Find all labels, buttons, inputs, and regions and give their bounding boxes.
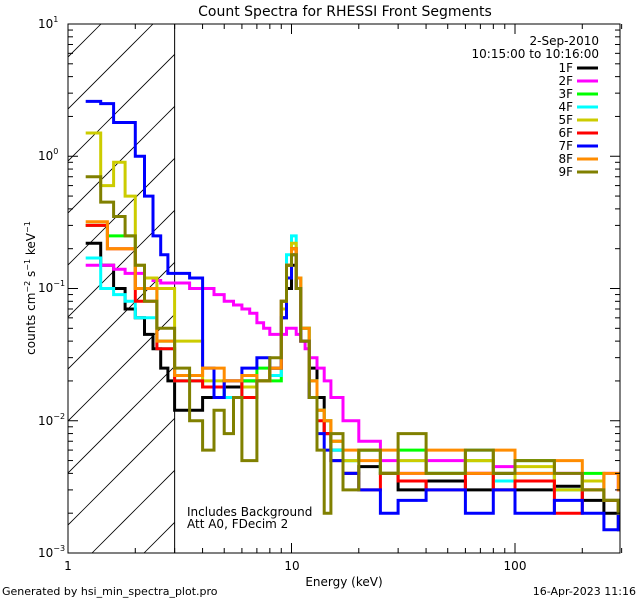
footer-generated-by: Generated by hsi_min_spectra_plot.pro: [2, 585, 218, 598]
legend-label-8F: 8F: [558, 152, 573, 166]
legend-label-3F: 3F: [558, 87, 573, 101]
y-tick-label-1e-2: 10−2: [38, 412, 65, 428]
y-tick-label-1e0: 100: [38, 147, 58, 163]
legend-label-6F: 6F: [558, 126, 573, 140]
legend-label-4F: 4F: [558, 100, 573, 114]
x-tick-label-10: 10: [284, 559, 299, 573]
hatch-line-10: [68, 365, 175, 474]
hatch-line-11: [68, 417, 175, 526]
time-range-label: 10:15:00 to 10:16:00: [472, 47, 599, 61]
x-tick-label-100: 100: [504, 559, 527, 573]
hatch-line-5: [68, 105, 175, 214]
y-tick-label-1e1: 101: [38, 15, 58, 31]
y-tick-label-1e-3: 10−3: [38, 544, 65, 560]
legend-label-2F: 2F: [558, 74, 573, 88]
legend-label-5F: 5F: [558, 113, 573, 127]
annotation-background: Includes Background: [187, 505, 312, 519]
x-tick-label-1: 1: [64, 559, 72, 573]
legend-label-9F: 9F: [558, 165, 573, 179]
series-line-5F: [85, 131, 620, 515]
chart-title: Count Spectra for RHESSI Front Segments: [198, 4, 492, 20]
legend-label-1F: 1F: [558, 61, 573, 75]
hatch-line-7: [68, 209, 175, 318]
y-tick-label-1e-1: 10−1: [38, 279, 65, 295]
legend-label-7F: 7F: [558, 139, 573, 153]
annotation-attenuator: Att A0, FDecim 2: [187, 517, 288, 531]
x-axis-label: Energy (keV): [305, 575, 382, 589]
series-group: [85, 99, 620, 532]
footer-timestamp: 16-Apr-2023 11:16: [532, 585, 636, 598]
y-axis-label: counts cm−2 s−1 keV−1: [23, 221, 38, 355]
axis-ticks: [67, 23, 623, 554]
date-label: 2-Sep-2010: [530, 34, 599, 48]
series-line-9F: [85, 175, 620, 515]
series-line-8F: [85, 220, 620, 492]
series-line-1F: [85, 241, 620, 532]
hatch-line-4: [68, 53, 175, 162]
